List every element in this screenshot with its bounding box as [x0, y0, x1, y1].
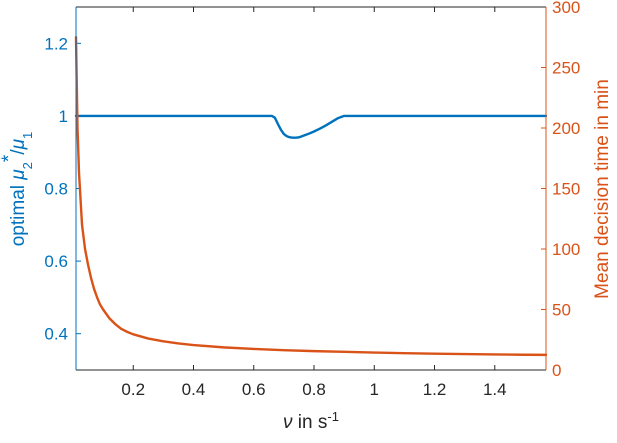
left-y-label-sub1: 1 [20, 132, 35, 139]
left-y-tick-label: 0.8 [44, 180, 68, 199]
x-tick-label: 0.8 [302, 380, 326, 399]
right-y-tick-label: 100 [552, 240, 580, 259]
x-axis-ticks: 0.2 0.4 0.6 0.8 1 1.2 1.4 [121, 7, 507, 399]
left-y-tick-label: 1 [59, 107, 68, 126]
right-y-tick-label: 50 [552, 301, 571, 320]
series-line-right-axis [74, 36, 548, 357]
x-axis-label-variable: ν [283, 412, 293, 433]
right-y-tick-label: 150 [552, 180, 580, 199]
left-y-label-sub2: 2 [20, 162, 35, 169]
left-y-label-star: * [0, 154, 20, 162]
x-axis-label: ν in s-1 [283, 409, 339, 434]
left-y-tick-label: 0.6 [44, 252, 68, 271]
left-y-axis-label: optimal μ2*/μ1 [0, 132, 35, 247]
x-tick-label: 0.6 [242, 380, 266, 399]
right-y-tick-label: 300 [552, 0, 580, 17]
series-line-left-axis [74, 114, 548, 139]
left-y-tick-label: 0.4 [44, 325, 68, 344]
left-y-label-prefix: optimal [8, 180, 29, 247]
right-y-tick-label: 250 [552, 59, 580, 78]
left-y-label-mu1: μ [8, 138, 29, 150]
left-y-tick-label: 1.2 [44, 34, 68, 53]
right-y-axis-ticks: 0 50 100 150 200 250 300 [541, 0, 580, 380]
x-tick-label: 0.2 [121, 380, 145, 399]
left-y-label-mu2: μ [8, 169, 29, 181]
left-y-label-slash: / [8, 149, 29, 155]
x-axis-label-text: in s [293, 412, 328, 433]
x-tick-label: 1.4 [483, 380, 507, 399]
right-y-axis-label: Mean decision time in min [592, 79, 613, 299]
plot-background [76, 7, 546, 370]
x-axis-label-exponent: -1 [327, 409, 339, 424]
x-tick-label: 1 [370, 380, 379, 399]
left-y-axis-ticks: 0.4 0.6 0.8 1 1.2 [44, 34, 81, 344]
series-layer [74, 36, 548, 357]
x-tick-label: 0.4 [182, 380, 206, 399]
x-tick-label: 1.2 [423, 380, 447, 399]
right-y-tick-label: 0 [552, 361, 561, 380]
right-y-tick-label: 200 [552, 119, 580, 138]
